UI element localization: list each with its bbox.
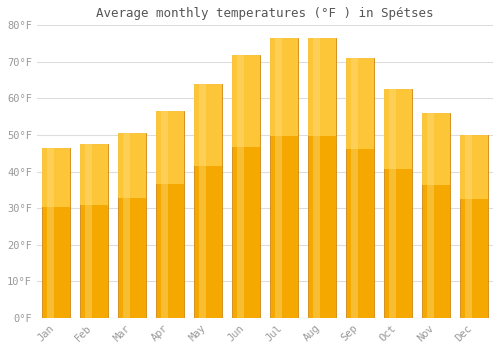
Bar xyxy=(460,135,488,318)
Bar xyxy=(237,55,244,318)
Bar xyxy=(42,148,70,207)
Bar xyxy=(390,89,396,318)
Bar xyxy=(308,38,336,136)
Bar xyxy=(42,148,70,318)
Bar xyxy=(156,111,184,318)
Bar xyxy=(275,38,282,318)
Bar xyxy=(352,58,358,318)
Bar xyxy=(428,113,434,318)
Bar xyxy=(123,133,130,318)
Bar xyxy=(85,144,92,318)
Bar xyxy=(346,58,374,149)
Bar xyxy=(118,133,146,318)
Bar xyxy=(270,38,298,318)
Bar xyxy=(194,84,222,166)
Bar xyxy=(161,111,168,318)
Bar xyxy=(80,144,108,205)
Bar xyxy=(232,55,260,147)
Bar xyxy=(460,135,488,199)
Bar xyxy=(270,38,298,136)
Bar xyxy=(118,133,146,198)
Bar xyxy=(346,58,374,318)
Bar xyxy=(384,89,412,169)
Bar xyxy=(199,84,206,318)
Bar xyxy=(194,84,222,318)
Bar xyxy=(308,38,336,318)
Bar xyxy=(232,55,260,318)
Bar xyxy=(422,113,450,185)
Bar xyxy=(466,135,472,318)
Bar xyxy=(314,38,320,318)
Bar xyxy=(80,144,108,318)
Bar xyxy=(384,89,412,318)
Bar xyxy=(422,113,450,318)
Title: Average monthly temperatures (°F ) in Spétses: Average monthly temperatures (°F ) in Sp… xyxy=(96,7,434,20)
Bar xyxy=(156,111,184,183)
Bar xyxy=(47,148,54,318)
